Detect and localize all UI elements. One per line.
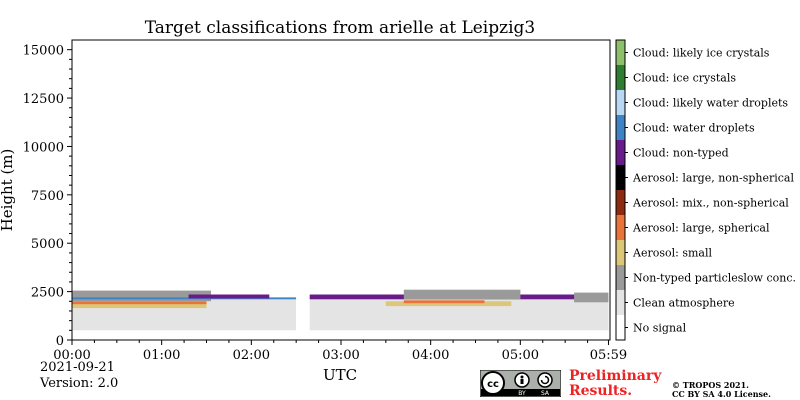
legend-swatch bbox=[616, 90, 625, 115]
legend-swatch bbox=[616, 290, 625, 315]
legend-swatch bbox=[616, 190, 625, 215]
y-tick-label: 12500 bbox=[23, 92, 64, 107]
version-label: Version: 2.0 bbox=[40, 376, 119, 391]
y-axis-label: Height (m) bbox=[0, 149, 16, 232]
legend-label: Aerosol: small bbox=[632, 247, 712, 260]
layer-no-signal-3 bbox=[309, 330, 609, 340]
x-tick-label: 01:00 bbox=[143, 348, 180, 363]
preliminary-notice-line2: Results. bbox=[569, 383, 633, 399]
copyright-line1: © TROPOS 2021. bbox=[672, 380, 749, 390]
legend-label: Aerosol: large, spherical bbox=[632, 222, 770, 235]
legend-label: No signal bbox=[633, 322, 687, 335]
legend-swatch bbox=[616, 240, 625, 265]
cc-sa-label: SA bbox=[541, 390, 550, 397]
y-tick-label: 15000 bbox=[23, 44, 64, 59]
chart-title: Target classifications from arielle at L… bbox=[145, 18, 535, 38]
x-tick-label: 04:00 bbox=[412, 348, 449, 363]
layer-non-typed-particleslow-conc--10 bbox=[403, 289, 521, 300]
y-tick-label: 7500 bbox=[31, 189, 64, 204]
layer-cloud-water-droplets-7 bbox=[72, 297, 297, 300]
legend-label: Cloud: non-typed bbox=[633, 147, 729, 160]
legend-label: Aerosol: large, non-spherical bbox=[632, 172, 794, 185]
legend-swatch bbox=[616, 115, 625, 140]
x-tick-label: 05:59 bbox=[590, 348, 627, 363]
data-gap bbox=[296, 41, 310, 340]
legend-swatch bbox=[616, 215, 625, 240]
y-tick-label: 0 bbox=[56, 334, 64, 349]
x-axis-label: UTC bbox=[323, 366, 357, 384]
legend-label: Cloud: ice crystals bbox=[633, 72, 736, 85]
copyright-line2: CC BY SA 4.0 License. bbox=[672, 389, 771, 399]
legend-label: Clean atmosphere bbox=[633, 297, 735, 310]
svg-text:cc: cc bbox=[487, 379, 499, 390]
layer-non-typed-particleslow-conc--4 bbox=[72, 290, 211, 302]
layer-aerosol-large-spherical-6 bbox=[72, 301, 207, 305]
layer-aerosol-small-11 bbox=[385, 301, 512, 307]
legend-frame bbox=[615, 39, 626, 341]
preliminary-notice-line1: Preliminary bbox=[569, 368, 662, 384]
legend-swatch bbox=[616, 40, 625, 65]
legend-swatch bbox=[616, 140, 625, 165]
cc-by-label: BY bbox=[518, 390, 526, 397]
x-tick-label: 02:00 bbox=[233, 348, 270, 363]
date-label: 2021-09-21 bbox=[40, 360, 115, 375]
y-axis: 0 2500 5000 7500 10000 12500 15000 bbox=[23, 44, 72, 349]
layer-aerosol-large-spherical-12 bbox=[403, 300, 485, 304]
layer-no-signal-2 bbox=[72, 330, 297, 340]
legend-swatch bbox=[616, 65, 625, 90]
y-tick-label: 5000 bbox=[31, 237, 64, 252]
layer-cloud-non-typed-8 bbox=[188, 294, 270, 299]
legend-label: Cloud: likely ice crystals bbox=[633, 47, 770, 60]
layer-aerosol-small-5 bbox=[72, 302, 207, 309]
cc-by-sa-icon: cc BY SA bbox=[480, 370, 561, 397]
x-axis: 00:00 01:00 02:00 03:00 04:00 05:00 05:59 bbox=[53, 340, 627, 363]
classification-layers bbox=[72, 41, 609, 340]
x-tick-label: 05:00 bbox=[502, 348, 539, 363]
legend-swatch bbox=[616, 165, 625, 190]
legend-label: Aerosol: mix., non-spherical bbox=[632, 197, 789, 210]
legend-label: Non-typed particleslow conc. bbox=[633, 272, 796, 285]
legend-swatch bbox=[616, 315, 625, 340]
legend-swatch bbox=[616, 265, 625, 290]
layer-non-typed-particleslow-conc--13 bbox=[574, 292, 609, 303]
x-tick-label: 00:00 bbox=[53, 348, 90, 363]
legend-label: Cloud: water droplets bbox=[633, 122, 755, 135]
x-tick-label: 03:00 bbox=[322, 348, 359, 363]
classification-legend: Cloud: likely ice crystals Cloud: ice cry… bbox=[615, 39, 796, 341]
y-tick-label: 2500 bbox=[31, 286, 64, 301]
y-tick-label: 10000 bbox=[23, 140, 64, 155]
legend-label: Cloud: likely water droplets bbox=[633, 97, 788, 110]
